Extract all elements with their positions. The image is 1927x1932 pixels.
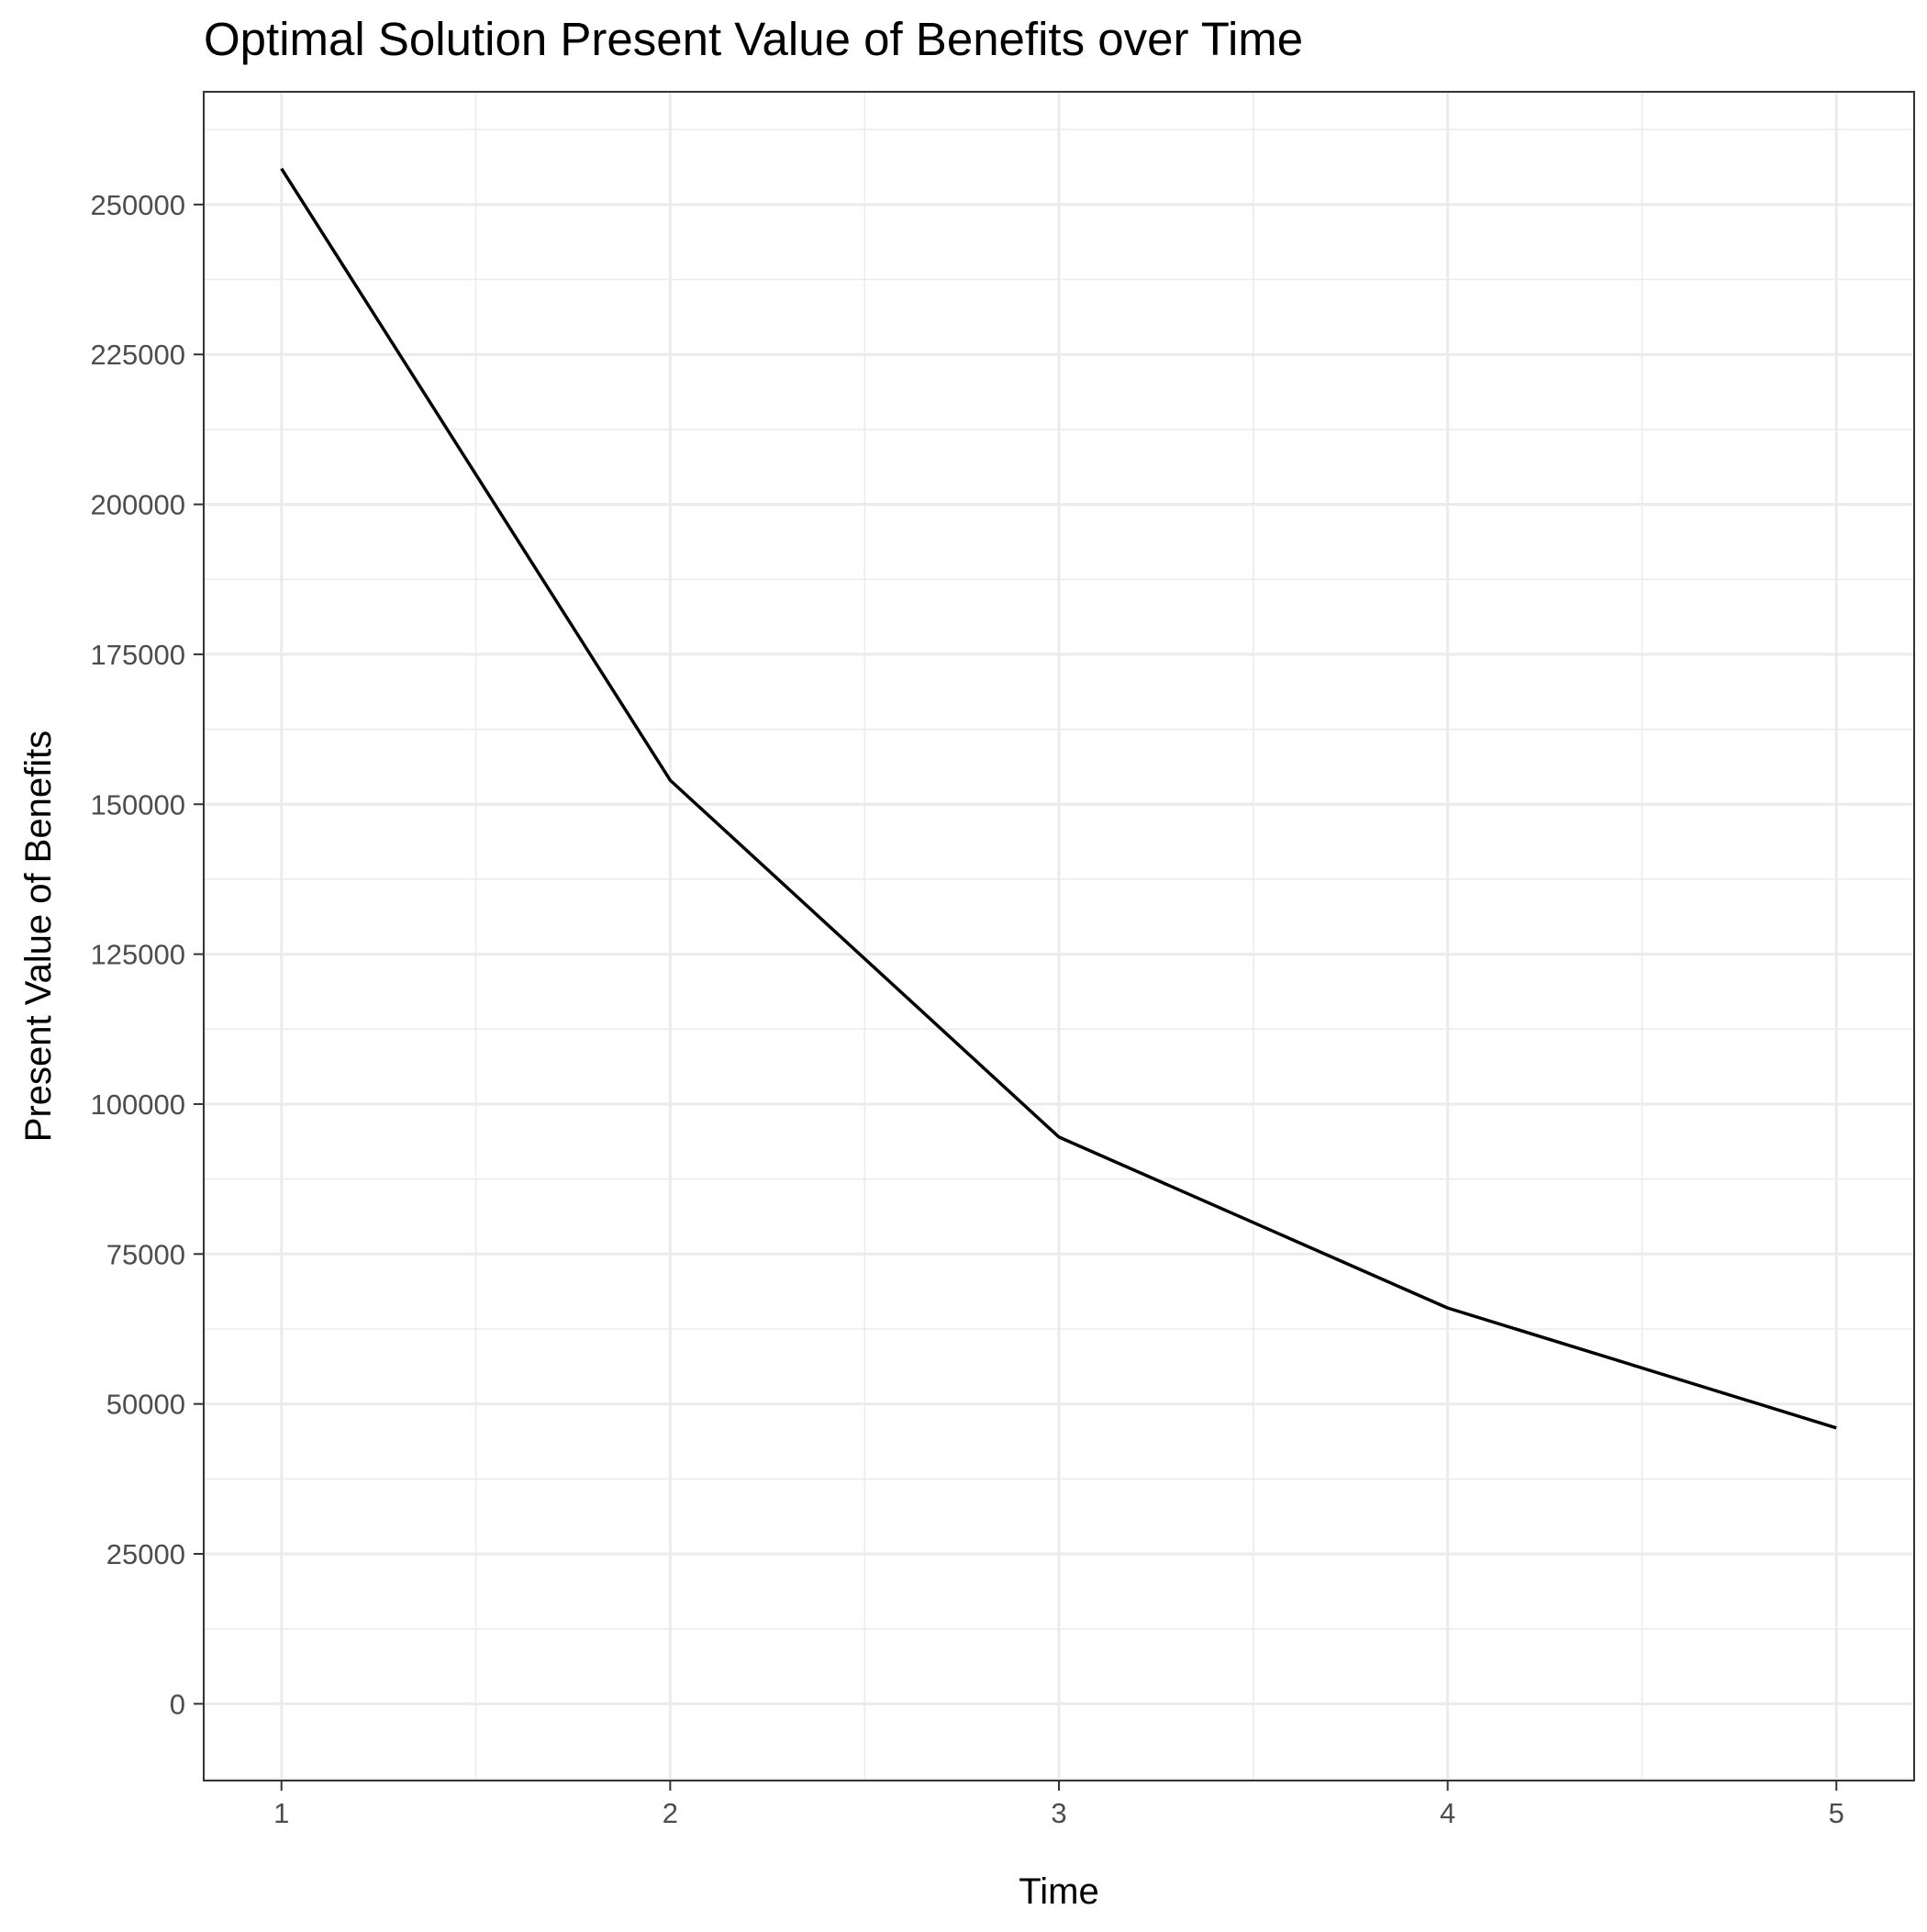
plot-panel-border: [203, 91, 1915, 1781]
y-tick-label: 225000: [91, 339, 185, 371]
series-line: [280, 167, 1837, 1430]
x-tick-label: 1: [273, 1797, 289, 1829]
series-layer: [280, 167, 1837, 1430]
x-tick-label: 4: [1440, 1797, 1455, 1829]
y-tick-label: 25000: [106, 1538, 185, 1570]
y-tick-label: 175000: [91, 639, 185, 671]
x-axis-title: Time: [1019, 1871, 1098, 1912]
tick-layer: 1 2 3 4 5 0 25000 50000 75000 100000 125000 150000 1…: [91, 189, 1844, 1829]
x-tick-label: 3: [1051, 1797, 1066, 1829]
y-tick-label: 0: [170, 1688, 185, 1720]
x-tick-label: 2: [663, 1797, 678, 1829]
y-tick-label: 200000: [91, 489, 185, 521]
grid-layer: [204, 92, 1914, 1781]
y-tick-label: 100000: [91, 1089, 185, 1121]
y-axis-title: Present Value of Benefits: [18, 731, 59, 1142]
chart-title: Optimal Solution Present Value of Benefi…: [204, 13, 1303, 65]
y-tick-label: 50000: [106, 1389, 185, 1421]
y-tick-label: 250000: [91, 189, 185, 221]
y-tick-label: 125000: [91, 939, 185, 971]
y-tick-label: 75000: [106, 1238, 185, 1270]
x-tick-label: 5: [1829, 1797, 1844, 1829]
y-tick-label: 150000: [91, 788, 185, 821]
